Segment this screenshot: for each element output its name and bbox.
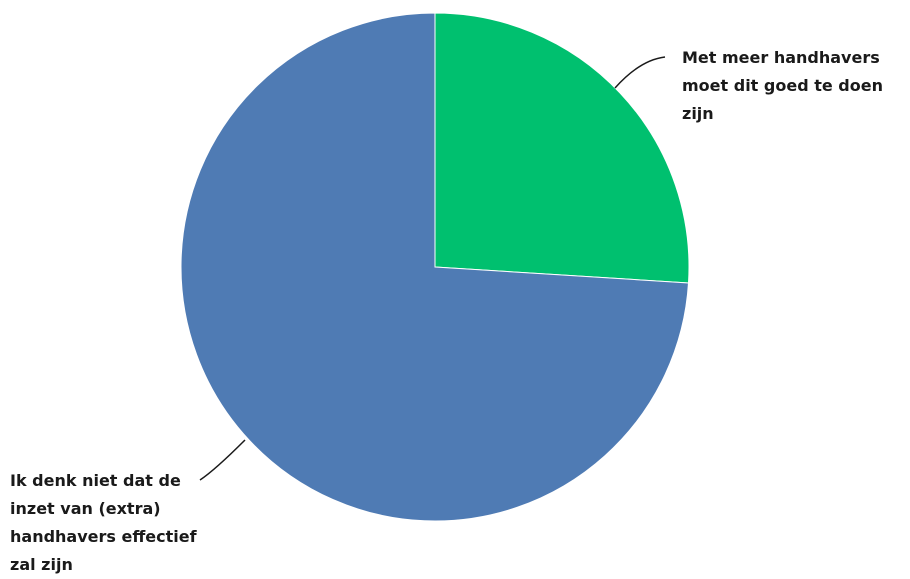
leader-line [199, 439, 246, 481]
slice-label: Met meer handhavers moet dit goed te doe… [682, 48, 883, 123]
pie-slice [434, 12, 690, 284]
pie-slice [180, 12, 690, 522]
slice-label: Ik denk niet dat de inzet van (extra) ha… [10, 471, 197, 574]
leader-line [614, 56, 666, 89]
slices [180, 12, 690, 522]
